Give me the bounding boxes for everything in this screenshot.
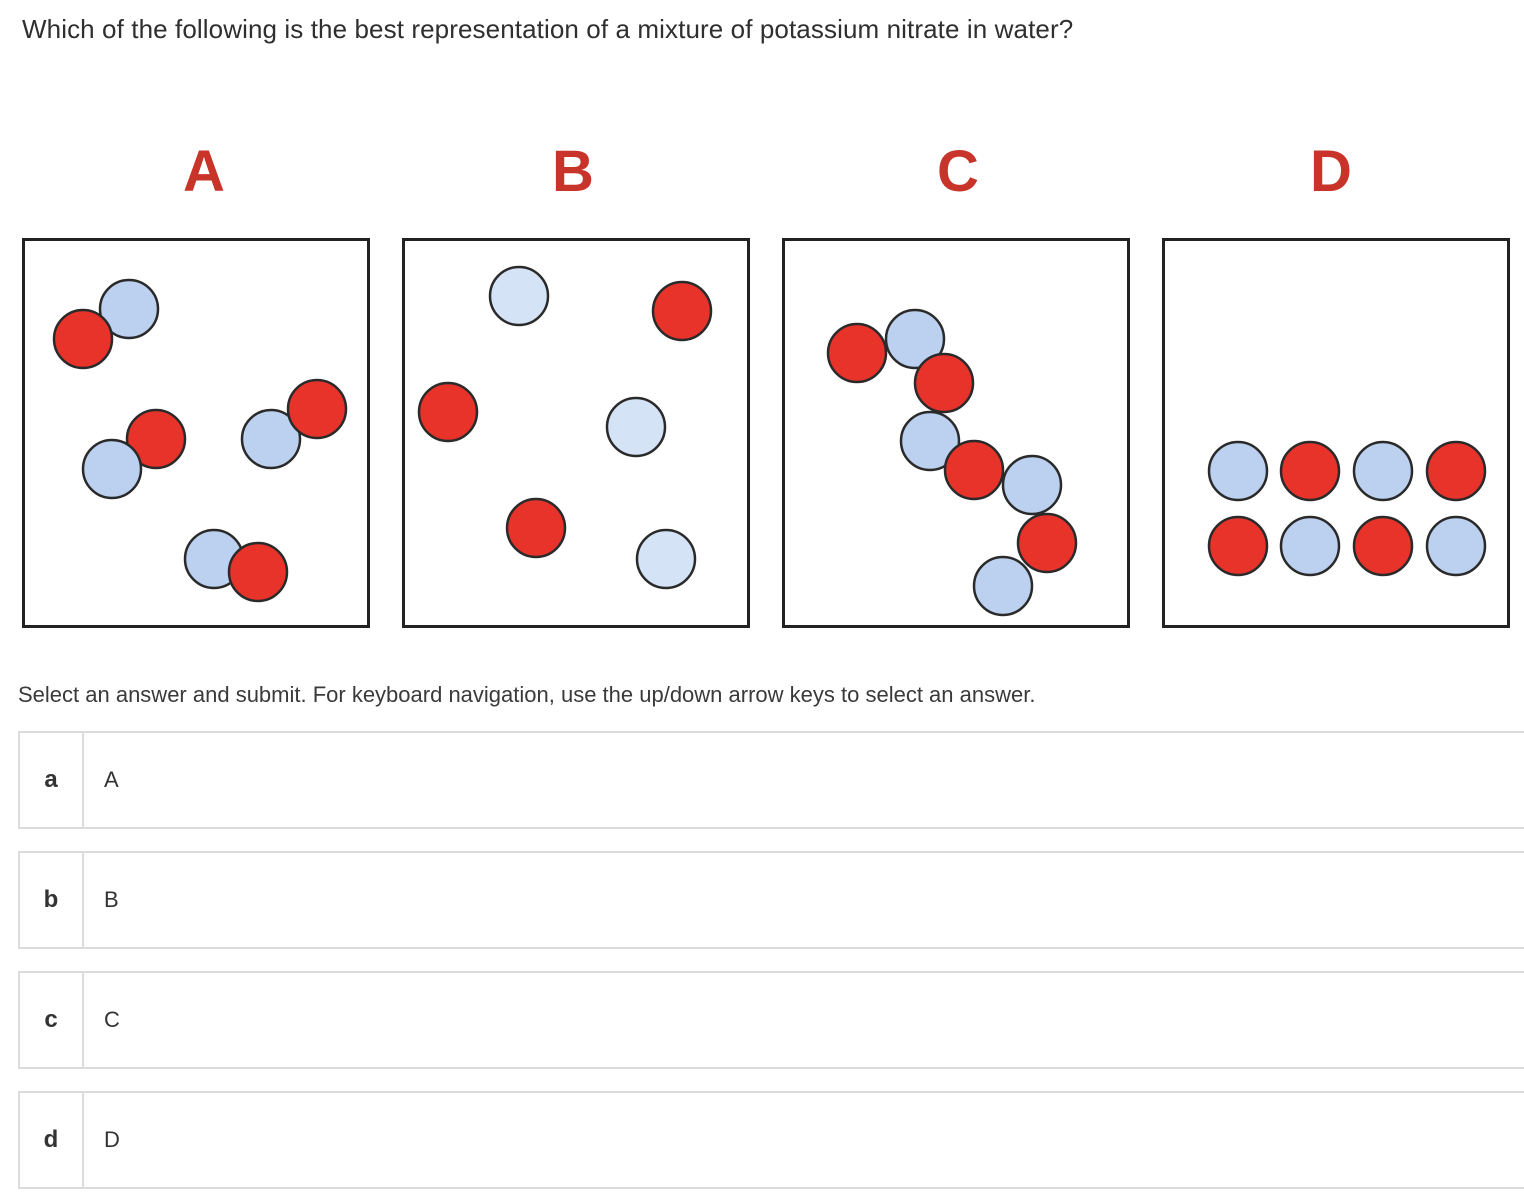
option-text: A xyxy=(104,767,119,792)
option-letter: d xyxy=(20,1093,84,1187)
red-particle xyxy=(505,497,567,559)
blue-particle xyxy=(81,438,143,500)
red-particle xyxy=(1207,515,1269,577)
red-particle xyxy=(1016,512,1078,574)
blue-particle xyxy=(1425,515,1487,577)
blue-particle xyxy=(1279,515,1341,577)
answer-option-d[interactable]: d D xyxy=(18,1091,1524,1189)
panel-b-particles xyxy=(417,265,713,590)
option-letter: a xyxy=(20,733,84,827)
blue-particle xyxy=(488,265,550,327)
panel-box-b xyxy=(402,238,750,628)
red-particle xyxy=(943,439,1005,501)
blue-particle xyxy=(884,308,946,370)
option-text: D xyxy=(104,1127,120,1152)
red-particle xyxy=(227,541,289,603)
blue-particle xyxy=(972,555,1034,617)
blue-particle xyxy=(1207,440,1269,502)
panel-label-b: B xyxy=(552,139,594,204)
panel-box-d xyxy=(1162,238,1510,628)
panel-d-particles xyxy=(1207,440,1487,577)
answer-option-c[interactable]: c C xyxy=(18,971,1524,1069)
blue-particle xyxy=(899,410,961,472)
red-particle xyxy=(417,381,479,443)
blue-particle xyxy=(98,278,160,340)
red-particle xyxy=(286,378,348,440)
panel-label-d: D xyxy=(1310,139,1352,204)
answer-option-b[interactable]: b B xyxy=(18,851,1524,949)
red-particle xyxy=(125,408,187,470)
option-letter: c xyxy=(20,973,84,1067)
blue-particle xyxy=(240,408,302,470)
option-text: B xyxy=(104,887,119,912)
option-letter: b xyxy=(20,853,84,947)
blue-particle xyxy=(1001,454,1063,516)
panel-label-c: C xyxy=(937,139,979,204)
panel-c-particles xyxy=(826,308,1078,617)
panel-label-a: A xyxy=(183,139,225,204)
red-particle xyxy=(1425,440,1487,502)
panel-box-c xyxy=(782,238,1130,628)
blue-particle xyxy=(635,528,697,590)
panel-a-particles xyxy=(52,278,348,603)
red-particle xyxy=(826,322,888,384)
blue-particle xyxy=(605,396,667,458)
red-particle xyxy=(1352,515,1414,577)
red-particle xyxy=(52,308,114,370)
particle-diagram-figure: A B C D xyxy=(0,120,1524,640)
instructions-text: Select an answer and submit. For keyboar… xyxy=(18,682,1036,707)
answer-option-a[interactable]: a A xyxy=(18,731,1524,829)
option-text: C xyxy=(104,1007,120,1032)
red-particle xyxy=(651,280,713,342)
red-particle xyxy=(1279,440,1341,502)
panel-box-a xyxy=(22,238,370,628)
question-text: Which of the following is the best repre… xyxy=(22,14,1074,44)
red-particle xyxy=(913,352,975,414)
blue-particle xyxy=(1352,440,1414,502)
